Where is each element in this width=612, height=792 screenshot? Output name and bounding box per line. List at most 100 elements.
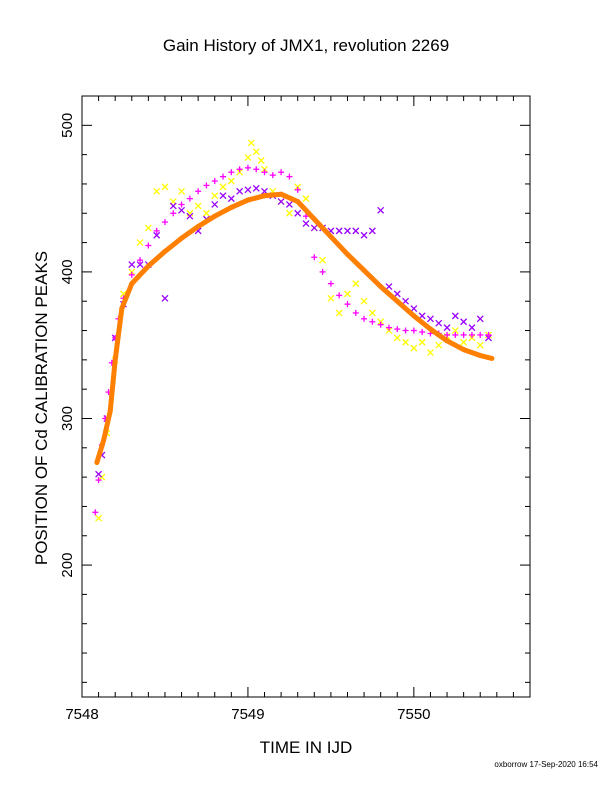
- marker-stroke: [285, 201, 293, 208]
- data-point: [203, 182, 210, 189]
- data-point: [489, 355, 495, 361]
- data-point: [369, 318, 376, 325]
- data-point: [344, 290, 351, 298]
- data-point: [319, 268, 326, 275]
- marker-stroke: [344, 290, 351, 298]
- data-point: [327, 280, 334, 287]
- marker-stroke: [211, 201, 219, 208]
- data-point: [244, 164, 251, 171]
- data-point: [144, 224, 152, 232]
- data-point: [137, 257, 144, 264]
- y-tick-label: 500: [59, 113, 76, 138]
- marker-stroke: [344, 227, 351, 235]
- data-point: [219, 192, 227, 200]
- data-point: [444, 338, 450, 344]
- data-point: [461, 347, 467, 353]
- data-point: [294, 186, 301, 193]
- data-point: [211, 201, 219, 208]
- data-point: [219, 183, 227, 191]
- data-point: [477, 352, 483, 358]
- data-point: [344, 251, 350, 257]
- data-point: [195, 188, 202, 195]
- data-point: [393, 334, 401, 342]
- data-point: [227, 177, 235, 185]
- marker-stroke: [302, 195, 310, 203]
- data-point: [426, 315, 434, 323]
- marker-stroke: [468, 324, 476, 332]
- marker-stroke: [426, 349, 434, 356]
- data-point: [294, 209, 302, 217]
- data-point: [410, 344, 418, 352]
- data-point: [162, 248, 168, 254]
- marker-stroke: [435, 319, 443, 327]
- marker-stroke: [335, 227, 343, 235]
- data-point: [262, 193, 268, 199]
- data-point: [161, 219, 168, 226]
- data-point: [186, 212, 194, 220]
- data-point: [402, 338, 410, 346]
- data-point: [303, 213, 309, 220]
- data-point: [211, 192, 219, 200]
- marker-stroke: [460, 338, 468, 346]
- data-point: [92, 509, 99, 516]
- marker-stroke: [261, 187, 268, 195]
- marker-stroke: [285, 209, 293, 217]
- data-point: [402, 327, 409, 334]
- data-point: [476, 315, 484, 323]
- marker-stroke: [236, 187, 244, 195]
- marker-stroke: [120, 290, 127, 298]
- marker-stroke: [327, 294, 335, 302]
- data-point: [468, 324, 476, 332]
- marker-stroke: [186, 212, 194, 220]
- credit-text: oxborrow 17-Sep-2020 16:54: [494, 760, 598, 769]
- data-point: [485, 331, 492, 338]
- data-point: [419, 329, 426, 336]
- data-point: [377, 206, 385, 214]
- data-point: [285, 201, 293, 208]
- data-point: [360, 297, 368, 305]
- data-point: [361, 315, 368, 322]
- data-point: [128, 261, 136, 269]
- data-point: [460, 318, 468, 326]
- x-tick-label: 7550: [397, 706, 430, 723]
- data-point: [257, 157, 265, 164]
- series-3: [92, 164, 492, 516]
- data-point: [468, 331, 475, 338]
- data-point: [236, 187, 244, 195]
- data-point: [202, 209, 210, 217]
- data-point: [227, 195, 235, 203]
- data-point: [212, 213, 218, 219]
- data-point: [302, 220, 310, 227]
- marker-stroke: [393, 334, 401, 342]
- data-point: [277, 198, 285, 206]
- data-point: [94, 459, 100, 465]
- data-point: [153, 187, 161, 195]
- data-point: [352, 227, 360, 235]
- data-point: [253, 166, 260, 173]
- marker-stroke: [136, 261, 144, 269]
- data-point: [444, 331, 451, 338]
- marker-stroke: [418, 338, 426, 346]
- y-tick-label: 400: [59, 259, 76, 284]
- data-point: [128, 271, 135, 278]
- data-point: [443, 324, 451, 332]
- marker-stroke: [219, 183, 227, 191]
- data-point: [335, 227, 343, 235]
- data-point: [368, 309, 376, 317]
- series-4: [94, 191, 495, 465]
- data-point: [285, 209, 293, 217]
- data-point: [451, 312, 459, 320]
- data-point: [228, 204, 234, 210]
- data-point: [327, 294, 335, 302]
- marker-stroke: [247, 139, 255, 147]
- marker-stroke: [178, 187, 186, 195]
- data-point: [153, 231, 161, 239]
- data-point: [261, 169, 268, 176]
- data-point: [377, 321, 384, 328]
- data-point: [394, 326, 401, 333]
- data-point: [335, 309, 343, 317]
- marker-stroke: [169, 202, 177, 210]
- marker-stroke: [310, 224, 318, 232]
- data-point: [107, 408, 113, 414]
